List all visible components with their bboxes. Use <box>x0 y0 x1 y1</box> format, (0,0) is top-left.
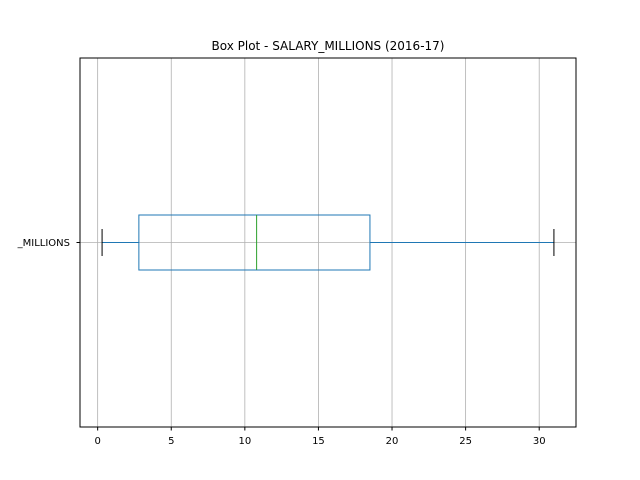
x-tick-label: 30 <box>533 436 546 447</box>
x-tick-label: 25 <box>459 436 472 447</box>
x-tick-label: 15 <box>312 436 325 447</box>
x-tick-label: 20 <box>386 436 399 447</box>
x-tick-label: 10 <box>238 436 251 447</box>
x-tick-label: 0 <box>94 436 100 447</box>
x-tick-label: 5 <box>168 436 174 447</box>
box-element <box>101 214 555 271</box>
chart-title: Box Plot - SALARY_MILLIONS (2016-17) <box>212 39 445 53</box>
x-axis: 0 5 10 15 20 25 30 <box>94 427 546 447</box>
iqr-box <box>138 214 371 271</box>
y-category-label: _MILLIONS <box>17 238 70 249</box>
y-axis: _MILLIONS <box>17 238 80 249</box>
